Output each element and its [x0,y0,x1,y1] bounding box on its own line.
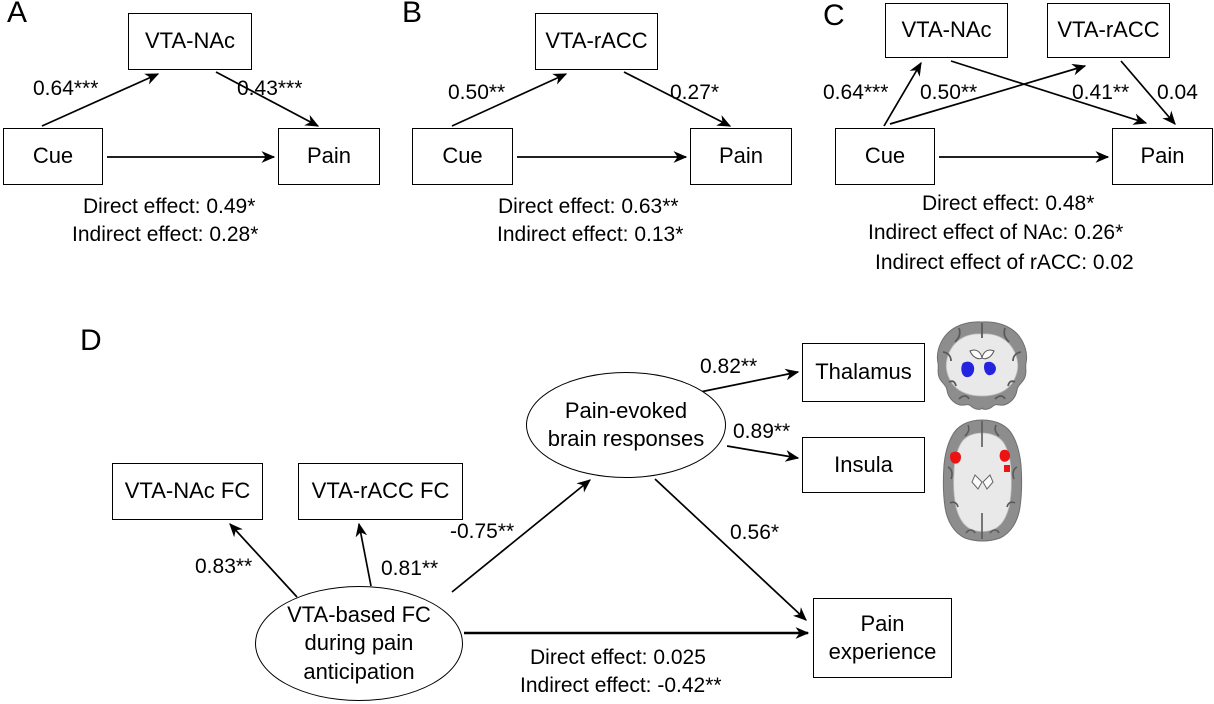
panel-d-indirect-effect: Indirect effect: -0.42** [520,674,722,697]
arrow-b-cue-to-vtaracc [451,73,566,127]
panel-d-nac-fc-box: VTA-NAc FC [112,463,263,520]
panel-d-label: D [80,324,102,357]
axial-sulci [947,421,1018,539]
arrow-a-cue-to-vtanac [41,73,158,127]
panel-c-path-cue-nac-label: 0.64*** [823,81,889,104]
panel-d-latent-mediator-ellipse: Pain-evoked brain responses [526,372,726,478]
panel-d-thalamus-box: Thalamus [802,343,925,402]
thalamus-highlight-left [961,361,975,378]
arrow-a-vtanac-to-pain [215,71,318,127]
arrow-d-predictor-to-mediator [451,480,590,593]
panel-c-outcome-box: Pain [1112,128,1213,185]
panel-c-predictor-box: Cue [835,128,935,185]
panel-c-path-nac-pain-label: 0.41** [1072,81,1130,104]
panel-b-outcome-box: Pain [690,128,792,185]
arrow-c-vtaracc-to-pain [1120,60,1175,124]
panel-b-mediator-box: VTA-rACC [535,13,658,70]
arrow-c-cue-to-vtanac [883,63,922,127]
panel-d-racc-fc-box: VTA-rACC FC [298,463,463,520]
panel-c-path-cue-racc-label: 0.50** [920,81,978,104]
coronal-brain-slice-thalamus [936,321,1028,410]
panel-a-label: A [7,0,28,29]
arrow-d-predictor-to-raccfc [359,524,372,587]
panel-c-label: C [823,0,845,32]
panel-d-latent-predictor-ellipse: VTA-based FC during pain anticipation [255,586,463,701]
panel-d-path-outcome-label: 0.56* [730,521,780,544]
panel-a-mediator-box: VTA-NAc [128,13,252,70]
arrow-d-mediator-to-thalamus [699,372,798,393]
panel-d-insula-box: Insula [802,437,925,493]
arrow-d-mediator-to-insula [726,445,798,458]
arrow-c-vtanac-to-pain [950,60,1146,123]
panel-c-indirect-effect-racc: Indirect effect of rACC: 0.02 [875,251,1134,274]
arrow-d-predictor-to-nacfc [230,524,298,598]
panel-c-path-racc-pain-label: 0.04 [1157,81,1198,104]
insula-highlight-left [949,451,961,464]
panel-c-mediator-racc-box: VTA-rACC [1047,3,1170,58]
coronal-ventricles [969,349,995,360]
panel-b-indirect-effect: Indirect effect: 0.13* [497,223,684,246]
panel-b-path-b-label: 0.27* [670,81,720,104]
arrow-c-cue-to-vtaracc [889,66,1085,125]
panel-a-path-a-label: 0.64*** [33,77,99,100]
panel-b-path-a-label: 0.50** [448,81,506,104]
panel-c-direct-effect: Direct effect: 0.48* [922,192,1095,215]
panel-c-mediator-nac-box: VTA-NAc [885,3,1008,58]
axial-ventricles [971,474,994,490]
panel-d-path-thalamus-label: 0.82** [700,355,758,378]
arrow-d-mediator-to-outcome [654,478,806,620]
panel-d-path-nacfc-label: 0.83** [195,555,253,578]
panel-d-pain-experience-box: Pain experience [813,598,952,678]
panel-d-path-raccfc-label: 0.81** [381,557,439,580]
insula-highlight-right-small [1004,465,1010,472]
panel-d-path-mediator-label: -0.75** [450,520,515,543]
panel-a-outcome-box: Pain [278,128,380,185]
panel-d-direct-effect: Direct effect: 0.025 [530,646,706,669]
panel-a-predictor-box: Cue [3,128,103,185]
panel-a-path-b-label: 0.43*** [237,77,303,100]
panel-a-direct-effect: Direct effect: 0.49* [83,195,256,218]
insula-highlight-right-large [999,449,1010,462]
panel-b-label: B [402,0,423,29]
thalamus-highlight-right [984,361,996,376]
axial-brain-slice-insula [942,419,1023,542]
coronal-sulci [942,323,1022,400]
panel-b-predictor-box: Cue [412,128,513,185]
panel-b-direct-effect: Direct effect: 0.63** [498,195,679,218]
panel-d-path-insula-label: 0.89** [733,420,791,443]
coronal-white-matter [945,333,1019,397]
panel-a-indirect-effect: Indirect effect: 0.28* [72,223,259,246]
panel-c-indirect-effect-nac: Indirect effect of NAc: 0.26* [868,221,1124,244]
arrow-b-vtaracc-to-pain [623,71,730,127]
